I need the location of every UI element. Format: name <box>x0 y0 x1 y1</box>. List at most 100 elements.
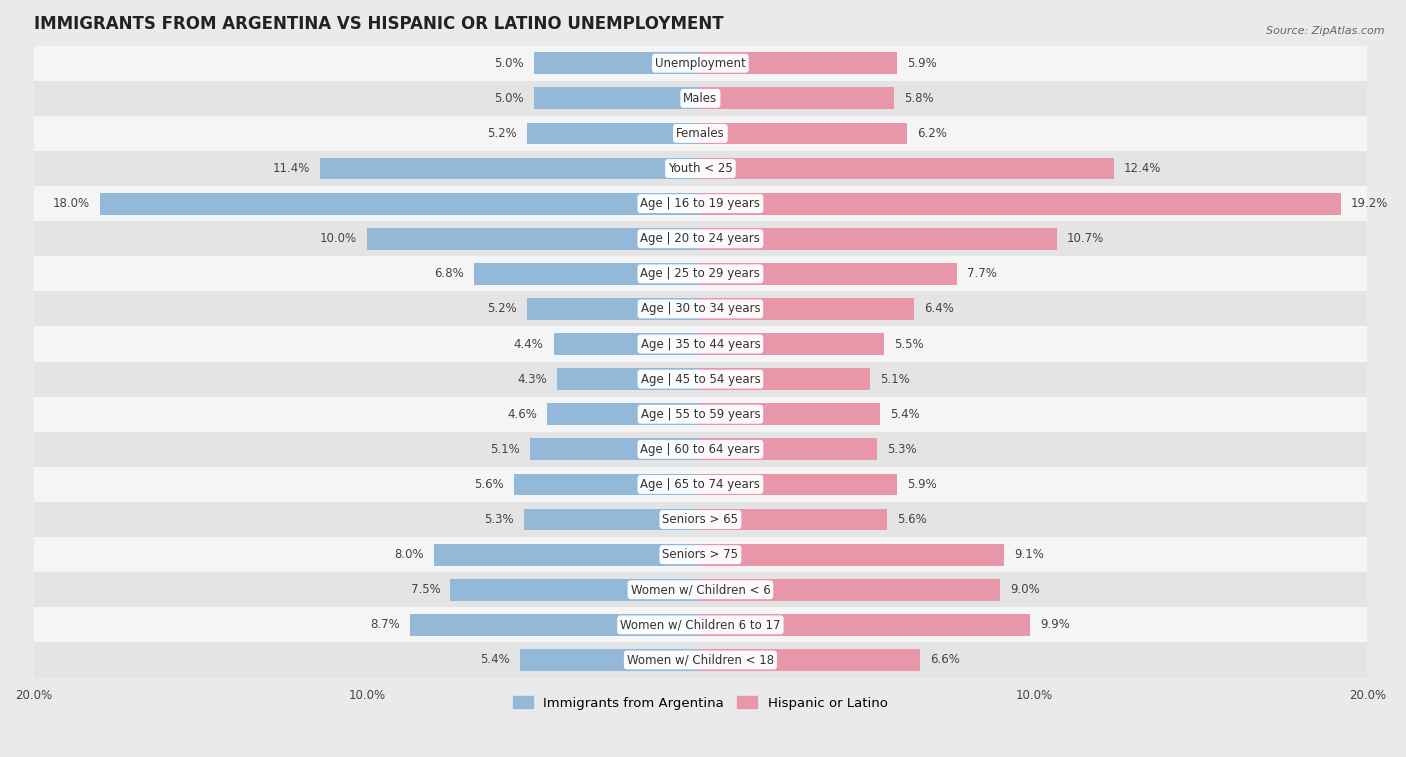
Text: 11.4%: 11.4% <box>273 162 311 175</box>
Bar <box>367 228 700 250</box>
Text: Males: Males <box>683 92 717 104</box>
Text: 4.6%: 4.6% <box>508 408 537 421</box>
Bar <box>700 193 1340 214</box>
Text: Age | 20 to 24 years: Age | 20 to 24 years <box>641 232 761 245</box>
Text: Seniors > 75: Seniors > 75 <box>662 548 738 561</box>
Bar <box>34 397 1367 431</box>
Bar <box>34 221 1367 257</box>
Bar <box>450 579 700 600</box>
Bar <box>700 544 1004 565</box>
Bar <box>534 88 700 109</box>
Bar <box>554 333 700 355</box>
Bar <box>513 474 700 495</box>
Bar <box>34 467 1367 502</box>
Text: 9.0%: 9.0% <box>1011 583 1040 597</box>
Bar <box>34 326 1367 362</box>
Text: Age | 35 to 44 years: Age | 35 to 44 years <box>641 338 761 350</box>
Bar <box>34 607 1367 643</box>
Text: 10.0%: 10.0% <box>319 232 357 245</box>
Bar <box>527 298 700 319</box>
Bar <box>700 157 1114 179</box>
Text: 6.4%: 6.4% <box>924 303 953 316</box>
Bar <box>34 257 1367 291</box>
Bar <box>34 81 1367 116</box>
Bar <box>527 123 700 145</box>
Text: 5.4%: 5.4% <box>890 408 920 421</box>
Text: 6.8%: 6.8% <box>434 267 464 280</box>
Bar <box>321 157 700 179</box>
Bar <box>34 116 1367 151</box>
Text: Source: ZipAtlas.com: Source: ZipAtlas.com <box>1267 26 1385 36</box>
Bar <box>523 509 700 531</box>
Text: 5.0%: 5.0% <box>494 92 523 104</box>
Bar <box>700 579 1001 600</box>
Text: Age | 55 to 59 years: Age | 55 to 59 years <box>641 408 761 421</box>
Bar <box>700 333 884 355</box>
Text: 5.1%: 5.1% <box>491 443 520 456</box>
Text: 10.7%: 10.7% <box>1067 232 1105 245</box>
Text: 5.3%: 5.3% <box>484 513 513 526</box>
Text: IMMIGRANTS FROM ARGENTINA VS HISPANIC OR LATINO UNEMPLOYMENT: IMMIGRANTS FROM ARGENTINA VS HISPANIC OR… <box>34 15 723 33</box>
Bar <box>34 45 1367 81</box>
Text: 5.9%: 5.9% <box>907 57 936 70</box>
Bar <box>547 403 700 425</box>
Bar <box>700 263 957 285</box>
Bar <box>34 431 1367 467</box>
Bar <box>534 52 700 74</box>
Text: Women w/ Children < 6: Women w/ Children < 6 <box>630 583 770 597</box>
Bar <box>433 544 700 565</box>
Bar <box>474 263 700 285</box>
Text: Youth < 25: Youth < 25 <box>668 162 733 175</box>
Text: 9.9%: 9.9% <box>1040 618 1070 631</box>
Text: 5.2%: 5.2% <box>488 303 517 316</box>
Bar <box>700 298 914 319</box>
Text: 8.7%: 8.7% <box>371 618 401 631</box>
Bar <box>100 193 700 214</box>
Text: Seniors > 65: Seniors > 65 <box>662 513 738 526</box>
Text: Women w/ Children 6 to 17: Women w/ Children 6 to 17 <box>620 618 780 631</box>
Bar <box>34 186 1367 221</box>
Bar <box>34 537 1367 572</box>
Bar <box>411 614 700 636</box>
Bar <box>700 509 887 531</box>
Bar <box>700 403 880 425</box>
Text: 7.7%: 7.7% <box>967 267 997 280</box>
Text: 5.2%: 5.2% <box>488 127 517 140</box>
Bar <box>34 502 1367 537</box>
Text: Age | 25 to 29 years: Age | 25 to 29 years <box>641 267 761 280</box>
Bar <box>530 438 700 460</box>
Bar <box>520 649 700 671</box>
Bar <box>700 614 1031 636</box>
Bar <box>700 228 1057 250</box>
Text: 5.3%: 5.3% <box>887 443 917 456</box>
Text: Women w/ Children < 18: Women w/ Children < 18 <box>627 653 773 666</box>
Text: 6.6%: 6.6% <box>931 653 960 666</box>
Text: Age | 16 to 19 years: Age | 16 to 19 years <box>640 197 761 210</box>
Bar <box>34 151 1367 186</box>
Bar <box>34 291 1367 326</box>
Text: 5.6%: 5.6% <box>897 513 927 526</box>
Text: 7.5%: 7.5% <box>411 583 440 597</box>
Text: 4.3%: 4.3% <box>517 372 547 385</box>
Text: Age | 30 to 34 years: Age | 30 to 34 years <box>641 303 761 316</box>
Bar <box>700 474 897 495</box>
Bar <box>34 572 1367 607</box>
Text: 19.2%: 19.2% <box>1351 197 1388 210</box>
Text: Females: Females <box>676 127 724 140</box>
Text: Age | 60 to 64 years: Age | 60 to 64 years <box>641 443 761 456</box>
Text: 5.4%: 5.4% <box>481 653 510 666</box>
Text: 5.5%: 5.5% <box>894 338 924 350</box>
Text: Unemployment: Unemployment <box>655 57 745 70</box>
Bar <box>700 52 897 74</box>
Bar <box>700 123 907 145</box>
Bar <box>557 368 700 390</box>
Text: 8.0%: 8.0% <box>394 548 423 561</box>
Text: 18.0%: 18.0% <box>53 197 90 210</box>
Text: 5.9%: 5.9% <box>907 478 936 491</box>
Text: 5.8%: 5.8% <box>904 92 934 104</box>
Text: 5.0%: 5.0% <box>494 57 523 70</box>
Text: 6.2%: 6.2% <box>917 127 948 140</box>
Legend: Immigrants from Argentina, Hispanic or Latino: Immigrants from Argentina, Hispanic or L… <box>508 691 893 715</box>
Bar <box>700 438 877 460</box>
Bar <box>34 643 1367 678</box>
